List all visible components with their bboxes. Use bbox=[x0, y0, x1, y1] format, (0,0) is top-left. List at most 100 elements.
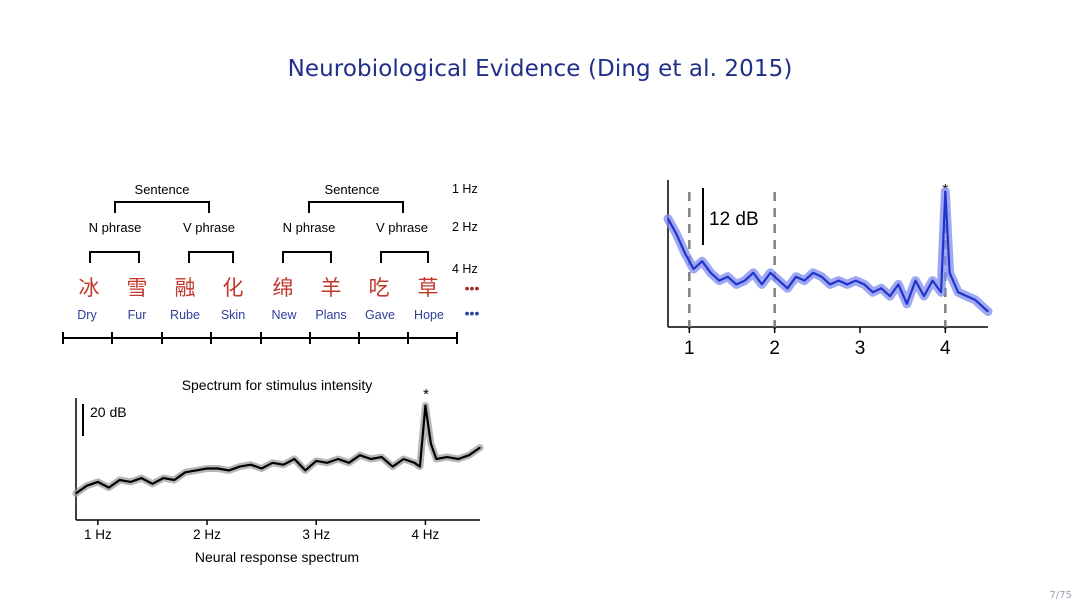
data-point bbox=[846, 283, 848, 286]
data-point bbox=[468, 454, 470, 456]
data-point bbox=[855, 279, 857, 282]
data-point bbox=[359, 454, 361, 456]
data-point bbox=[435, 458, 437, 460]
data-point bbox=[931, 279, 934, 282]
data-point bbox=[752, 272, 754, 274]
word-en: New bbox=[271, 308, 297, 322]
phrase-label: N phrase bbox=[283, 220, 336, 235]
data-point bbox=[315, 460, 317, 462]
data-point bbox=[282, 464, 285, 466]
data-point bbox=[239, 466, 241, 468]
x-tick-label: 3 bbox=[855, 338, 866, 359]
data-point bbox=[906, 303, 908, 305]
word-zh: 冰 bbox=[79, 276, 100, 300]
word-zh: 雪 bbox=[127, 276, 148, 300]
data-point bbox=[769, 272, 771, 274]
freq-label-2hz: 2 Hz bbox=[452, 220, 478, 234]
word-en: Gave bbox=[365, 308, 395, 322]
data-point bbox=[987, 310, 989, 313]
data-point bbox=[761, 283, 763, 286]
data-point bbox=[293, 458, 295, 460]
word-zh: 吃 bbox=[369, 276, 390, 300]
data-point bbox=[718, 279, 720, 282]
data-point bbox=[392, 466, 394, 468]
data-point bbox=[119, 479, 121, 481]
x-tick-label: 2 Hz bbox=[193, 527, 221, 542]
data-point bbox=[949, 272, 951, 274]
data-point bbox=[195, 469, 197, 472]
freq-label-1hz: 1 Hz bbox=[452, 182, 478, 196]
data-point bbox=[402, 458, 405, 460]
scale-bar-label: 20 dB bbox=[90, 404, 127, 420]
data-point bbox=[795, 276, 797, 278]
data-point bbox=[184, 471, 186, 473]
word-zh: 绵 bbox=[273, 276, 294, 300]
data-point bbox=[812, 272, 814, 274]
data-point bbox=[940, 291, 942, 293]
continuation-dots-blue: ••• bbox=[465, 305, 480, 321]
data-point bbox=[250, 464, 252, 466]
chart-title: Spectrum for stimulus intensity bbox=[182, 377, 373, 393]
continuation-dots-red: ••• bbox=[465, 280, 480, 296]
data-point bbox=[966, 295, 968, 297]
word-zh: 羊 bbox=[321, 276, 342, 300]
phrase-label: V phrase bbox=[376, 220, 428, 235]
data-point bbox=[348, 462, 350, 464]
data-point bbox=[151, 483, 154, 485]
data-point bbox=[75, 492, 77, 494]
peak-annotation: * bbox=[423, 386, 429, 403]
data-point bbox=[957, 291, 959, 293]
data-point bbox=[413, 462, 416, 464]
phrase-label: V phrase bbox=[183, 220, 235, 235]
scale-bar-label: 12 dB bbox=[709, 209, 759, 230]
word-en: Plans bbox=[315, 308, 346, 322]
x-tick-label: 3 Hz bbox=[302, 527, 330, 542]
x-axis-label: Neural response spectrum bbox=[195, 549, 359, 565]
data-point bbox=[206, 467, 208, 470]
data-point bbox=[430, 443, 432, 445]
data-point bbox=[983, 307, 985, 309]
data-point bbox=[727, 276, 729, 278]
x-tick-label: 2 bbox=[769, 338, 780, 359]
data-point bbox=[914, 279, 917, 282]
data-point bbox=[710, 272, 712, 274]
data-point bbox=[838, 279, 840, 282]
data-point bbox=[228, 469, 230, 472]
word-en: Dry bbox=[77, 308, 97, 322]
spectrum-line bbox=[667, 190, 989, 313]
data-point bbox=[829, 283, 831, 286]
data-point bbox=[457, 458, 459, 460]
data-point bbox=[701, 260, 703, 262]
word-en: Rube bbox=[170, 308, 200, 322]
data-point bbox=[446, 456, 448, 458]
word-en: Hope bbox=[414, 308, 444, 322]
data-point bbox=[304, 469, 306, 472]
phrase-label: N phrase bbox=[89, 220, 142, 235]
data-point bbox=[778, 279, 780, 282]
sentence-label: Sentence bbox=[325, 182, 380, 197]
word-zh: 融 bbox=[175, 276, 196, 300]
data-point bbox=[675, 233, 678, 235]
word-en: Skin bbox=[221, 308, 245, 322]
data-point bbox=[261, 467, 263, 470]
stimulus-spectrum-chart: Spectrum for stimulus intensity 20 dB * … bbox=[72, 377, 484, 565]
data-point bbox=[129, 481, 132, 483]
data-point bbox=[97, 481, 99, 483]
sentence-label: Sentence bbox=[135, 182, 190, 197]
data-point bbox=[370, 458, 372, 460]
data-point bbox=[944, 191, 946, 193]
data-point bbox=[735, 283, 737, 286]
word-zh: 草 bbox=[418, 276, 439, 300]
data-point bbox=[974, 299, 976, 301]
data-point bbox=[419, 466, 421, 468]
x-tick-label: 4 Hz bbox=[412, 527, 440, 542]
spectrum-line bbox=[75, 404, 481, 495]
data-point bbox=[86, 485, 88, 487]
data-point bbox=[897, 283, 899, 286]
data-point bbox=[108, 486, 110, 489]
data-point bbox=[880, 287, 882, 289]
data-point bbox=[889, 295, 891, 297]
data-point bbox=[667, 218, 669, 220]
data-point bbox=[923, 295, 925, 297]
data-point bbox=[381, 456, 383, 458]
